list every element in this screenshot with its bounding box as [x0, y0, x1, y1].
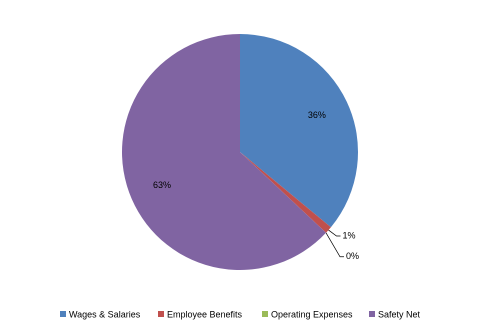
legend-marker	[262, 311, 268, 317]
legend-label: Employee Benefits	[167, 309, 243, 319]
legend-marker	[158, 311, 164, 317]
data-label: 63%	[153, 180, 171, 190]
pie-slice	[122, 34, 327, 270]
data-label: 36%	[308, 110, 326, 120]
legend-label: Safety Net	[378, 309, 421, 319]
leader-line	[325, 232, 345, 258]
data-label: 0%	[346, 251, 359, 261]
leader-line	[328, 229, 341, 237]
pie-slice	[240, 34, 358, 228]
legend-marker	[60, 311, 66, 317]
legend-label: Operating Expenses	[271, 309, 353, 319]
legend-label: Wages & Salaries	[69, 309, 141, 319]
legend-marker	[369, 311, 375, 317]
data-label: 1%	[343, 230, 356, 240]
pie-slice	[240, 152, 331, 233]
